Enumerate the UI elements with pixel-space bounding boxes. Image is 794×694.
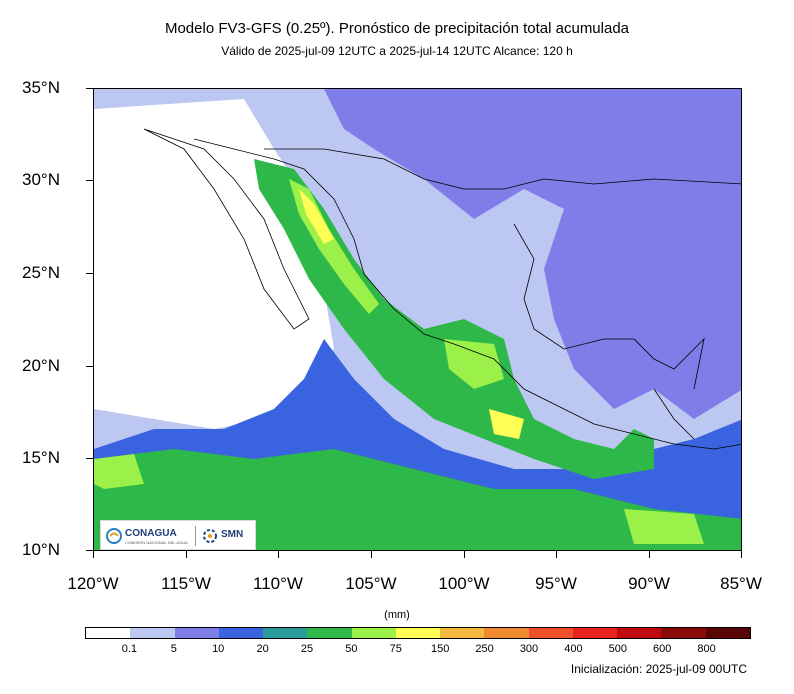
rain-blue <box>324 89 741 419</box>
conagua-logo: CONAGUA <box>125 528 177 539</box>
colorbar-label: 400 <box>564 643 583 655</box>
precipitation-map <box>93 88 742 551</box>
lon-label: 85°W <box>720 574 762 593</box>
colorbar-swatch <box>263 628 308 638</box>
colorbar-swatch <box>307 628 352 638</box>
lat-tick <box>86 458 93 459</box>
colorbar-swatch <box>130 628 175 638</box>
lat-tick <box>86 88 93 89</box>
lon-label: 110°W <box>253 574 303 593</box>
colorbar-swatch <box>218 628 264 638</box>
colorbar-label: 500 <box>608 643 627 655</box>
dry-area-gulf <box>474 209 534 309</box>
lon-tick <box>93 551 94 558</box>
lat-tick <box>86 180 93 181</box>
colorbar-label: 300 <box>519 643 539 655</box>
lon-label: 115°W <box>161 574 211 593</box>
colorbar-label: 75 <box>389 643 402 655</box>
colorbar-swatch <box>661 628 706 638</box>
lat-label: 35°N <box>22 78 60 97</box>
colorbar-swatch <box>484 628 529 638</box>
colorbar-label: 600 <box>653 643 672 655</box>
lon-tick <box>278 551 279 558</box>
lat-label: 25°N <box>22 263 60 282</box>
lat-label: 20°N <box>22 356 60 375</box>
lon-tick <box>186 551 187 558</box>
lon-tick <box>741 551 742 558</box>
smn-logo-icon <box>203 529 217 543</box>
colorbar-swatch <box>617 628 662 638</box>
colorbar-label: 25 <box>300 643 314 655</box>
colorbar-swatch <box>528 628 573 638</box>
map-subtitle: Válido de 2025-jul-09 12UTC a 2025-jul-1… <box>221 44 573 58</box>
lon-tick <box>371 551 372 558</box>
colorbar-swatch <box>174 628 219 638</box>
lat-tick <box>86 366 93 367</box>
colorbar-swatch <box>86 628 131 638</box>
lon-tick <box>556 551 557 558</box>
colorbar-label: 20 <box>256 643 269 655</box>
initialization-text: Inicialización: 2025-jul-09 00UTC <box>570 662 747 676</box>
agency-logos: CONAGUA COMISIÓN NACIONAL DEL AGUA SMN <box>100 520 256 550</box>
colorbar-label: 50 <box>345 643 358 655</box>
precipitation-field <box>94 89 741 550</box>
colorbar-label: 800 <box>697 643 716 655</box>
dry-area <box>94 99 334 429</box>
lat-label: 10°N <box>22 540 60 559</box>
colorbar-label: 150 <box>431 643 450 655</box>
conagua-logo-icon <box>106 528 122 544</box>
map-title: Modelo FV3-GFS (0.25º). Pronóstico de pr… <box>164 20 630 37</box>
lon-label: 120°W <box>67 574 119 593</box>
colorbar-label: 5 <box>170 643 177 655</box>
rain-yellow <box>299 189 334 244</box>
lon-label: 100°W <box>438 574 490 593</box>
rain-lightgreen-2 <box>444 339 504 389</box>
lat-label: 30°N <box>22 170 60 189</box>
colorbar-units: (mm) <box>384 609 410 621</box>
lon-label: 95°W <box>535 574 577 593</box>
lon-tick <box>464 551 465 558</box>
colorbar-swatch <box>395 628 441 638</box>
lon-tick <box>649 551 650 558</box>
lat-label: 15°N <box>22 448 60 467</box>
rain-yellow-2 <box>489 409 524 439</box>
lat-tick <box>86 550 93 551</box>
colorbar-swatch <box>572 628 618 638</box>
rain-lightgreen-3 <box>94 454 144 489</box>
colorbar-swatch <box>440 628 485 638</box>
conagua-logo-subtitle: COMISIÓN NACIONAL DEL AGUA <box>125 540 188 545</box>
rain-lightgreen-4 <box>624 509 704 544</box>
colorbar <box>85 627 751 639</box>
lat-tick <box>86 273 93 274</box>
lon-label: 90°W <box>628 574 670 593</box>
lon-label: 105°W <box>345 574 397 593</box>
colorbar-label: 0.1 <box>121 643 138 655</box>
logo-divider <box>195 526 196 546</box>
colorbar-swatch <box>351 628 396 638</box>
colorbar-swatch <box>705 628 750 638</box>
colorbar-label: 10 <box>212 643 225 655</box>
smn-logo: SMN <box>221 529 244 540</box>
coastlines <box>143 128 741 450</box>
colorbar-label: 250 <box>475 643 494 655</box>
